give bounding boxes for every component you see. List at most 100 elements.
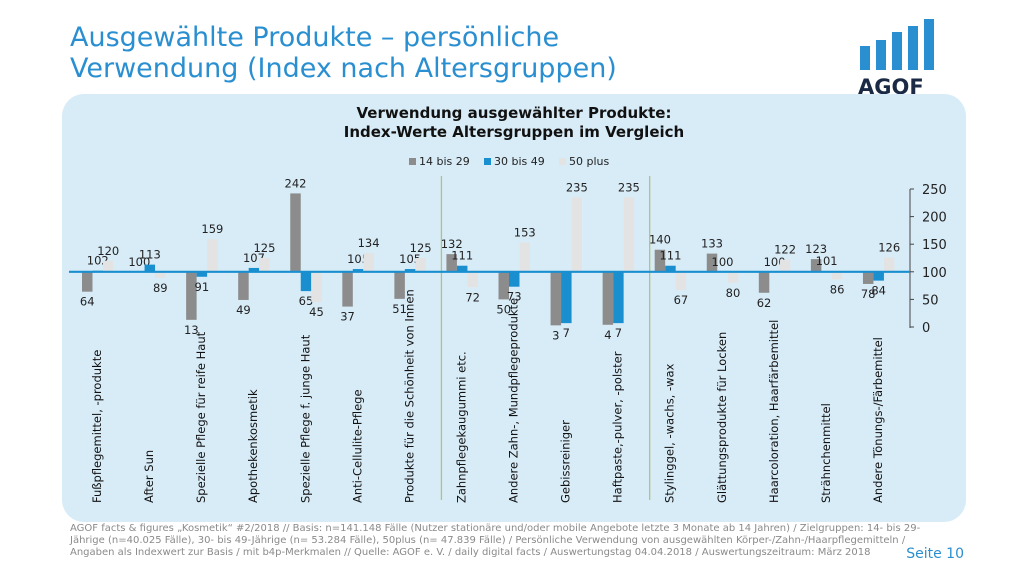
data-label: 125	[253, 241, 275, 255]
data-label: 49	[236, 303, 251, 317]
data-label: 84	[871, 284, 886, 298]
category-label: Haarcoloration, Haarfärbemittel	[767, 320, 781, 503]
page-title: Ausgewählte Produkte – persönliche Verwe…	[70, 22, 617, 84]
y-tick-label: 100	[922, 266, 947, 281]
data-label: 86	[830, 283, 845, 297]
bar-1	[186, 271, 197, 320]
bar-2	[665, 265, 676, 272]
data-label: 123	[805, 242, 827, 256]
bar-3	[311, 271, 322, 303]
category-label: Produkte für die Schönheit von Innen	[402, 289, 416, 503]
bar-2	[613, 271, 624, 324]
legend-label-1: 14 bis 29	[419, 155, 470, 168]
data-label: 133	[701, 237, 723, 251]
chart-title-line1: Verwendung ausgewählter Produkte:	[356, 104, 672, 122]
data-label: 65	[299, 294, 314, 308]
data-label: 134	[358, 236, 380, 250]
bar-3	[779, 259, 791, 272]
bar-3	[831, 271, 843, 280]
bar-1	[498, 271, 509, 300]
category-label: Strähnchenmittel	[819, 403, 833, 503]
data-label: 64	[80, 295, 95, 309]
bar-1	[82, 271, 93, 292]
y-tick-label: 250	[922, 183, 947, 198]
data-label: 13	[184, 323, 199, 337]
bar-1	[394, 271, 405, 299]
category-label: Apothekenkosmetik	[246, 389, 260, 503]
data-label: 101	[816, 254, 838, 268]
legend-label-3: 50 plus	[569, 155, 610, 168]
bar-3	[571, 197, 583, 272]
data-label: 111	[451, 249, 473, 263]
data-label: 78	[861, 287, 876, 301]
bar-3	[259, 258, 270, 272]
data-label: 140	[649, 233, 671, 247]
data-label: 73	[507, 290, 522, 304]
data-label: 7	[563, 326, 570, 340]
logo-bar-1	[860, 46, 870, 70]
bar-1	[446, 254, 457, 272]
y-tick-label: 150	[922, 238, 947, 253]
category-label: Haftpaste,-pulver, -polster	[611, 351, 625, 503]
bar-2	[561, 271, 572, 324]
data-label: 91	[195, 280, 210, 294]
bar-3	[675, 271, 687, 291]
bar-2	[873, 271, 884, 281]
y-tick-label: 200	[922, 211, 947, 226]
bar-1	[706, 253, 718, 272]
bar-1	[290, 193, 301, 272]
data-label: 242	[285, 176, 307, 190]
category-label: Glättungsprodukte für Locken	[715, 332, 729, 503]
data-label: 235	[618, 180, 640, 194]
page-number: Seite 10	[906, 546, 964, 562]
category-label: Andere Tönungs-/Färbemittel	[871, 337, 885, 503]
data-label: 3	[552, 328, 559, 342]
category-label: Fußpflegemittel, -produkte	[90, 350, 104, 503]
data-label: 51	[392, 302, 407, 316]
bar-2	[248, 267, 260, 272]
bar-2	[196, 271, 208, 277]
bar-3	[623, 197, 635, 272]
data-label: 80	[726, 286, 741, 300]
category-label: Stylinggel, -wachs, -wax	[663, 363, 677, 503]
category-label: Zahnpflegekaugummi etc.	[454, 351, 468, 503]
bar-3	[363, 253, 374, 272]
bar-2	[300, 271, 312, 292]
category-label: Anti-Cellulite-Pflege	[350, 389, 364, 503]
bar-1	[550, 271, 562, 326]
bar-1	[238, 271, 249, 300]
category-label: Spezielle Pflege für reife Haut	[194, 331, 208, 503]
category-label: Andere Zahn-, Mundpflegeprodukte	[507, 298, 521, 503]
data-label: 126	[878, 240, 900, 254]
data-label: 122	[774, 243, 796, 257]
bar-1	[602, 271, 614, 325]
y-tick-label: 0	[922, 321, 930, 336]
page-title-line2: Verwendung (Index nach Altersgruppen)	[70, 53, 617, 84]
data-label: 67	[674, 293, 689, 307]
logo-bar-3	[892, 32, 902, 70]
chart-panel	[62, 94, 966, 522]
data-label: 111	[659, 249, 681, 263]
footer-line1: AGOF facts & figures „Kosmetik“ #2/2018 …	[70, 523, 921, 534]
bar-2	[352, 269, 364, 272]
footer-line3: Angaben als Indexwert zur Basis / mit b4…	[70, 547, 871, 558]
category-label: Spezielle Pflege f. junge Haut	[298, 334, 312, 503]
bar-3	[207, 239, 218, 272]
bar-3	[467, 271, 478, 288]
y-tick-label: 50	[922, 293, 939, 308]
data-label: 113	[139, 248, 161, 262]
bar-1	[810, 259, 822, 272]
bar-3	[727, 271, 739, 283]
data-label: 120	[97, 244, 119, 258]
data-label: 45	[309, 305, 324, 319]
data-label: 37	[340, 310, 355, 324]
legend-label-2: 30 bis 49	[494, 155, 545, 168]
data-label: 153	[514, 226, 536, 240]
data-label: 132	[441, 237, 463, 251]
data-label: 89	[153, 281, 168, 295]
logo-bar-4	[908, 26, 918, 70]
data-label: 72	[465, 290, 480, 304]
agof-logo: AGOF	[858, 19, 934, 96]
logo-text: AGOF	[858, 75, 924, 96]
